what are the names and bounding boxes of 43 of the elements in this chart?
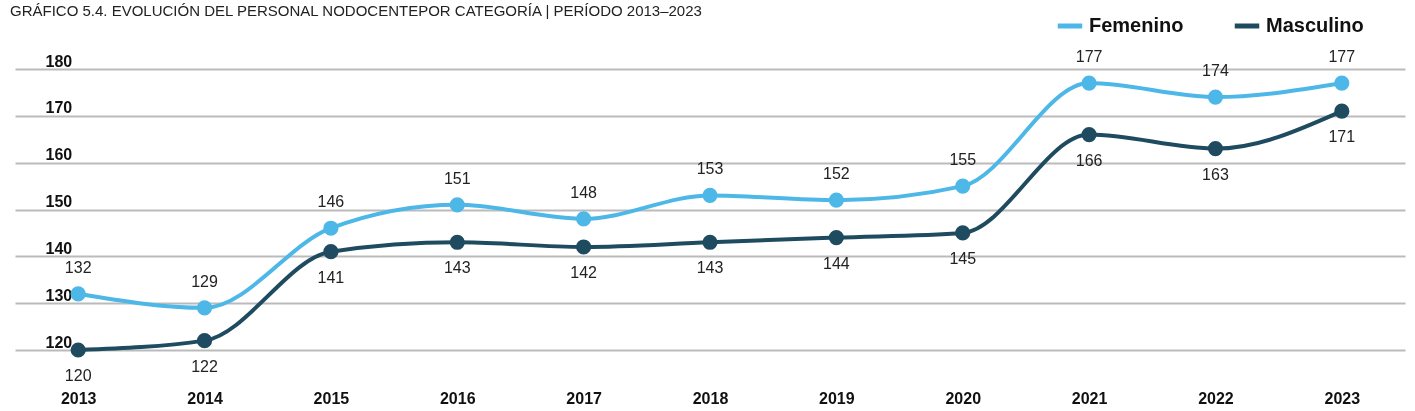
data-label: 142 [570,263,598,281]
data-label: 143 [696,259,724,277]
data-label: 132 [64,258,92,276]
y-tick-label: 120 [45,333,73,351]
x-tick-label: 2018 [692,389,729,407]
data-label: 146 [317,193,345,211]
x-tick-label: 2020 [945,389,982,407]
data-label: 148 [570,183,598,201]
data-label: 141 [317,268,345,286]
data-label: 171 [1328,128,1356,146]
data-label: 129 [191,272,218,290]
x-tick-label: 2014 [187,389,223,407]
data-label: 153 [696,160,724,178]
y-tick-label: 180 [45,52,73,70]
data-label: 151 [443,169,471,187]
legend-label: Femenino [1089,14,1184,36]
data-label: 174 [1202,62,1229,80]
data-label: 120 [64,367,92,384]
data-label: 145 [949,249,977,267]
x-tick-label: 2019 [819,389,855,407]
data-label: 143 [443,259,471,277]
data-label: 177 [1075,48,1103,66]
y-tick-label: 150 [45,193,73,210]
data-label: 144 [823,254,850,272]
legend-label: Masculino [1266,14,1364,36]
x-tick-label: 2017 [566,389,603,407]
data-label: 163 [1202,165,1229,183]
data-label: 122 [191,357,218,375]
data-label: 152 [823,165,850,183]
y-tick-label: 130 [45,286,73,304]
x-tick-label: 2016 [439,389,476,407]
x-tick-label: 2023 [1324,389,1361,407]
y-tick-label: 170 [45,99,73,117]
data-label: 166 [1075,151,1103,169]
y-tick-label: 160 [45,146,73,164]
data-label: 155 [949,151,977,169]
x-tick-label: 2013 [60,389,97,407]
data-label: 177 [1328,48,1356,66]
x-tick-label: 2015 [313,389,350,407]
y-tick-label: 140 [45,239,73,257]
x-tick-label: 2021 [1071,389,1108,407]
chart-title: GRÁFICO 5.4. EVOLUCIÓN DEL PERSONAL NODOCENTEPOR CATEGORÍA | PERÍODO 2013–2023 [10,2,702,20]
x-tick-label: 2022 [1198,389,1234,407]
